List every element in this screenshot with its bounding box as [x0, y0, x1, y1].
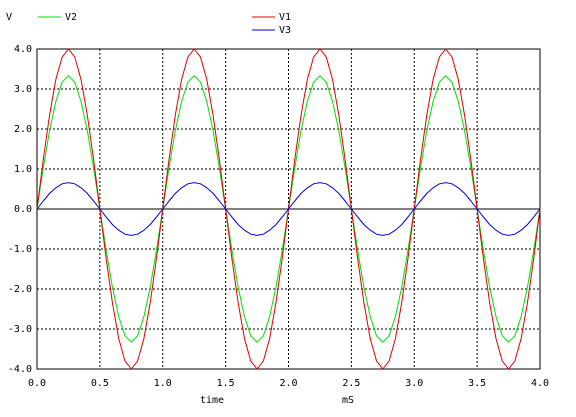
x-tick-label: 1.5 — [217, 378, 235, 389]
y-tick-label: -4.0 — [8, 364, 32, 375]
series-line — [36, 182, 541, 236]
y-tick-label: 3.0 — [14, 84, 32, 95]
y-tick-label: 0.0 — [14, 204, 32, 215]
x-tick-label: 3.0 — [405, 378, 423, 389]
y-tick-label: -1.0 — [8, 244, 32, 255]
x-tick-label: 1.0 — [154, 378, 172, 389]
x-axis-unit: mS — [342, 395, 354, 406]
x-tick-label: 0.0 — [28, 378, 46, 389]
y-tick-label: 1.0 — [14, 164, 32, 175]
legend-label: V2 — [65, 12, 77, 23]
x-tick-label: 0.5 — [91, 378, 109, 389]
x-tick-label: 4.0 — [531, 378, 549, 389]
x-tick-label: 3.5 — [468, 378, 486, 389]
legend-label: V3 — [279, 25, 291, 36]
y-tick-label: 4.0 — [14, 44, 32, 55]
y-tick-label: -2.0 — [8, 284, 32, 295]
y-tick-label: 2.0 — [14, 124, 32, 135]
x-tick-label: 2.0 — [279, 378, 297, 389]
legend-label: V1 — [279, 12, 291, 23]
y-tick-label: -3.0 — [8, 324, 32, 335]
x-tick-label: 2.5 — [342, 378, 360, 389]
y-axis-label: V — [6, 12, 12, 23]
x-axis-label: time — [200, 395, 224, 406]
